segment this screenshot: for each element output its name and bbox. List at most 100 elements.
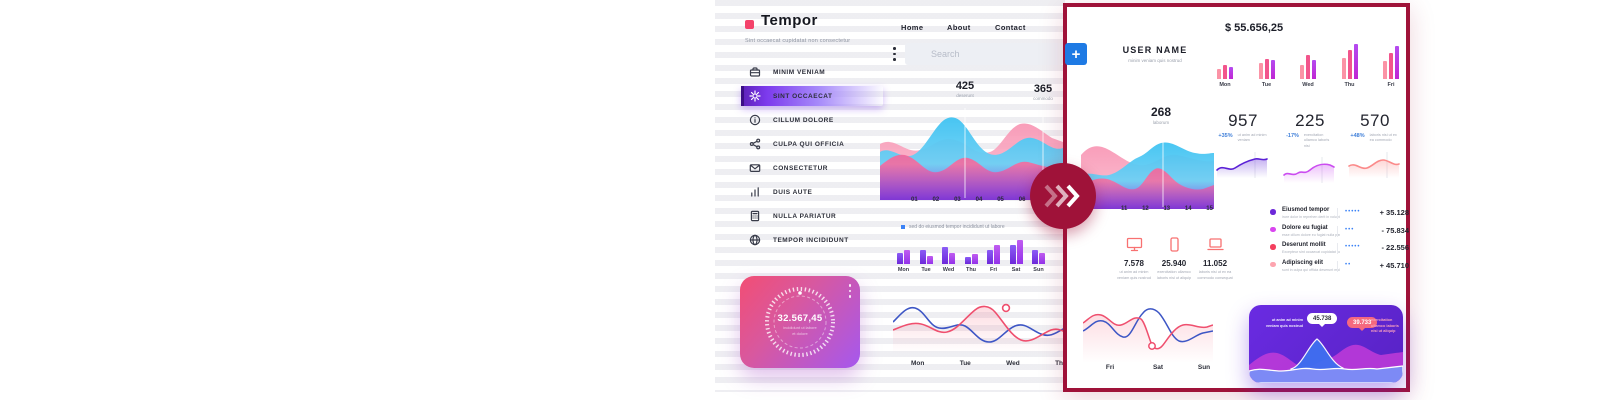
bar-group: Sat [1009,238,1023,273]
legend-dot-icon [1270,226,1276,232]
sidebar-item-minim-veniam[interactable]: MINIM VENIAM [735,60,895,84]
legend-title: Dolore eu fugiat [1282,224,1328,231]
search-input[interactable] [905,43,1063,65]
bar-category-label: Mon [1219,82,1231,88]
x-tick: Thu [1055,360,1067,367]
briefcase-icon [749,66,761,78]
bar-group: Wed [1300,43,1316,88]
promo-label-left: ut anim ad minim veniam quis nostrud [1265,318,1303,328]
device-value: 25.940 [1161,259,1187,268]
x-tick: 15 [1206,206,1213,212]
bar-category-label: Thu [965,267,977,273]
chart-callout-425: 425 deserunt [955,80,975,98]
kebab-menu-icon[interactable] [893,47,896,61]
fast-forward-button[interactable] [1030,163,1096,229]
sidebar-item-sint-occaecat[interactable]: SINT OCCAECAT [735,84,895,108]
x-tick: Mon [911,360,925,367]
x-tick: 03 [954,197,961,203]
legend-swatch-icon [901,225,905,229]
legend-desc: sunt in culpa qui officia deserunt molli… [1282,267,1340,272]
bar-category-label: Tue [1261,82,1272,88]
sidebar-item-consectetur[interactable]: CONSECTETUR [735,156,895,180]
stat-desc: laboris nisi ut ex ea commodo [1369,133,1397,143]
bar [994,245,1000,264]
balance-bar-chart: Mon Tue Wed Thu Fri [1217,43,1399,88]
divider [1337,243,1338,254]
legend-title: Deserunt mollit [1282,242,1326,248]
gauge-dial [765,287,835,357]
device-value: 7.578 [1123,259,1145,268]
bar [897,253,903,264]
bar [942,247,948,264]
legend-title: Adipiscing elit [1282,259,1324,266]
triple-chevron-icon [1044,184,1080,208]
bar-category-label: Wed [1302,82,1314,88]
bar-chart-legend: sed do eiusmod tempor incididunt ut labo… [901,224,1005,230]
bar [1353,44,1358,79]
x-tick: 13 [1163,206,1171,212]
gauge-kebab-icon[interactable] [848,284,851,298]
promo-tooltip-pink: 39.733 [1347,317,1378,331]
mail-icon [749,162,761,174]
gauge-card: 32.567,45 incididunt ut labore et dolore [740,276,860,368]
stat-delta: -17% [1286,133,1299,139]
legend-dot-icon [1270,244,1276,250]
sidebar-item-nulla-pariatur[interactable]: NULLA PARIATUR [735,204,895,228]
sidebar-item-culpa-qui-officia[interactable]: CULPA QUI OFFICIA [735,132,895,156]
device-stat: 7.578 ut anim ad minim veniam quis nostr… [1113,237,1155,281]
bar [1341,58,1346,79]
bar [1306,55,1310,79]
bar [987,250,993,264]
nav-home[interactable]: Home [901,23,924,32]
bar [1270,60,1275,79]
stat-desc: ut anim ad minim veniam [1237,133,1267,143]
calculator-icon [749,210,761,222]
dashboard-mockup: Tempor Sint occaecat cupidatat non conse… [715,0,1067,392]
bar [1032,250,1038,264]
bar [926,256,933,264]
main-chart-x-axis: 01020304050607 [911,197,1047,203]
monitor-icon [1126,237,1143,256]
stat-sparkline [1216,151,1268,178]
bar [919,250,926,264]
chart-callout-365: 365 commodo [1033,83,1053,101]
nav-about[interactable]: About [947,23,971,32]
stat-delta: +35% [1218,133,1233,139]
weekly-line-chart [893,303,1065,354]
x-tick: 06 [1018,197,1026,203]
sidebar-item-label: SINT OCCAECAT [773,92,833,100]
promo-label-right: exercitation ullamco laboris nisi ut ali… [1371,318,1399,334]
panel-area-chart [1081,129,1214,209]
bar-group: Fri [1383,43,1399,88]
bar [1229,67,1233,79]
panel-line-chart [1083,308,1213,363]
nav-contact[interactable]: Contact [995,23,1026,32]
weekly-bar-chart: Mon Tue Wed Thu Fri Sat Sun [897,238,1045,273]
bar [1312,60,1316,79]
add-button[interactable]: + [1065,43,1087,65]
bar [904,250,910,264]
promo-tooltip-white: 45.738 [1307,313,1338,327]
search-box [905,43,1063,65]
bar-category-label: Sat [1011,267,1021,273]
sidebar-item-label: DUIS AUTE [773,188,813,196]
device-stat: 25.940 exercitation ullamco laboris nisi… [1153,237,1195,281]
bar [1217,69,1221,79]
chart-callout-268: 268 laborum [1150,105,1172,125]
user-block: USER NAME minim veniam quis nostrud [1085,45,1225,63]
stat-value: 957 [1228,111,1258,130]
sidebar-item-tempor-incididunt[interactable]: TEMPOR INCIDIDUNT [735,228,895,252]
bar-category-label: Thu [1344,82,1355,88]
bar-category-label: Tue [921,267,931,273]
bar [1264,59,1269,79]
sidebar-item-duis-aute[interactable]: DUIS AUTE [735,180,895,204]
bar [1347,50,1352,79]
user-subtitle: minim veniam quis nostrud [1128,58,1182,63]
legend-desc: irure dolor in reprehen derit in volupta… [1282,215,1340,219]
bar-category-label: Sun [1033,267,1044,273]
bar-group: Thu [964,238,978,273]
device-value: 11.052 [1202,259,1228,268]
sidebar-item-cillum-dolore[interactable]: CILLUM DOLORE [735,108,895,132]
legend-title: Eiusmod tempor [1282,207,1330,213]
